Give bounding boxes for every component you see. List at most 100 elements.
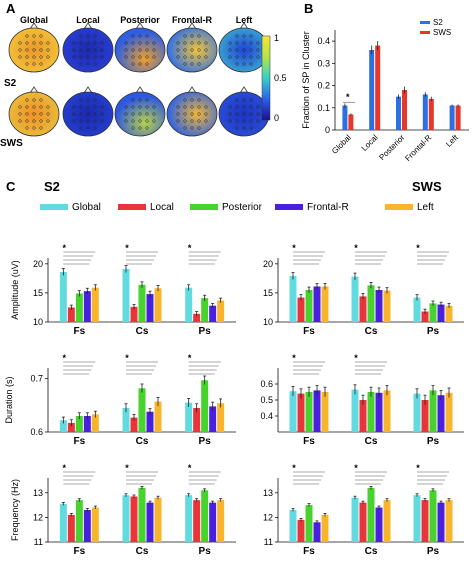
electrode [79,55,83,59]
electrode [32,55,36,59]
topomap-head [62,27,114,73]
bar [146,294,154,322]
electrode [79,62,83,66]
electrode [100,119,104,123]
electrode [25,34,29,38]
bar [383,290,391,322]
bar [289,391,297,432]
electrode [72,112,76,116]
electrode [228,105,232,109]
electrode [242,48,246,52]
electrode [228,55,232,59]
x-tick-label: Fs [303,546,315,557]
electrode [93,119,97,123]
topomap-nose [239,86,249,94]
electrode [72,55,76,59]
bar [67,307,75,322]
electrode [197,48,201,52]
bar [321,286,329,322]
bar [359,502,367,542]
electrode [32,105,36,109]
bar [138,284,146,322]
bar [421,400,429,432]
electrode [249,126,253,130]
legend-label: S2 [433,18,443,27]
electrode [46,48,50,52]
topomap-column-labels: Global Local Posterior Frontal-R Left [20,15,252,25]
electrode [86,98,90,102]
topomap-head [114,91,166,137]
topomap-nose [135,86,145,94]
electrode [228,119,232,123]
y-tick-label: 20 [33,259,43,269]
y-axis-label: Frequency (Hz) [10,479,20,541]
electrode [138,41,142,45]
electrode [249,112,253,116]
topomap-head [166,91,218,137]
bar [75,293,83,322]
topomap-head [8,91,60,137]
electrode [190,55,194,59]
electrode [32,48,36,52]
electrode [79,98,83,102]
bar [375,392,383,432]
electrode [235,98,239,102]
bar [383,500,391,542]
electrode [18,112,22,116]
legend-swatch [385,204,413,210]
electrode [131,98,135,102]
electrode [131,105,135,109]
bar [367,285,375,322]
electrode [152,41,156,45]
bar [138,487,146,542]
x-tick-label: Cs [136,546,149,557]
electrode [93,34,97,38]
topomap-head [62,91,114,137]
electrode [256,41,260,45]
bar [59,271,67,322]
electrode [228,41,232,45]
chart-frequency-sws: 11 12 13 Fs * Cs * Ps * [263,463,464,557]
electrode [124,105,128,109]
bar [217,500,225,542]
electrode [235,126,239,130]
bar [437,395,445,432]
electrode [145,98,149,102]
bar [75,500,83,542]
panel-b-letter: B [304,1,313,16]
electrode [124,112,128,116]
electrode [176,48,180,52]
x-tick-label: Local [360,133,380,153]
row-label-s2: S2 [4,78,17,89]
x-tick-label: Ps [427,436,440,447]
electrode [176,41,180,45]
electrode [18,119,22,123]
significance-star: * [63,353,67,363]
electrode [256,105,260,109]
electrode [190,98,194,102]
significance-star: * [346,92,350,102]
electrode [242,105,246,109]
electrode [183,98,187,102]
electrode [197,126,201,130]
electrode [242,126,246,130]
electrode [256,48,260,52]
electrode [79,105,83,109]
y-tick-label: 0 [325,125,330,135]
bar [351,497,359,542]
electrode [79,48,83,52]
bar [429,303,437,322]
electrode [93,48,97,52]
electrode [138,98,142,102]
significance-star: * [416,463,420,473]
legend-swatch [40,204,68,210]
topomap-col-label: Local [76,15,100,25]
topomap-nose [29,22,39,30]
electrode [138,126,142,130]
electrode [138,34,142,38]
bar [91,507,99,542]
y-tick-label: 0.2 [317,81,330,91]
electrode [190,126,194,130]
electrode [242,62,246,66]
colorbar [261,35,271,121]
